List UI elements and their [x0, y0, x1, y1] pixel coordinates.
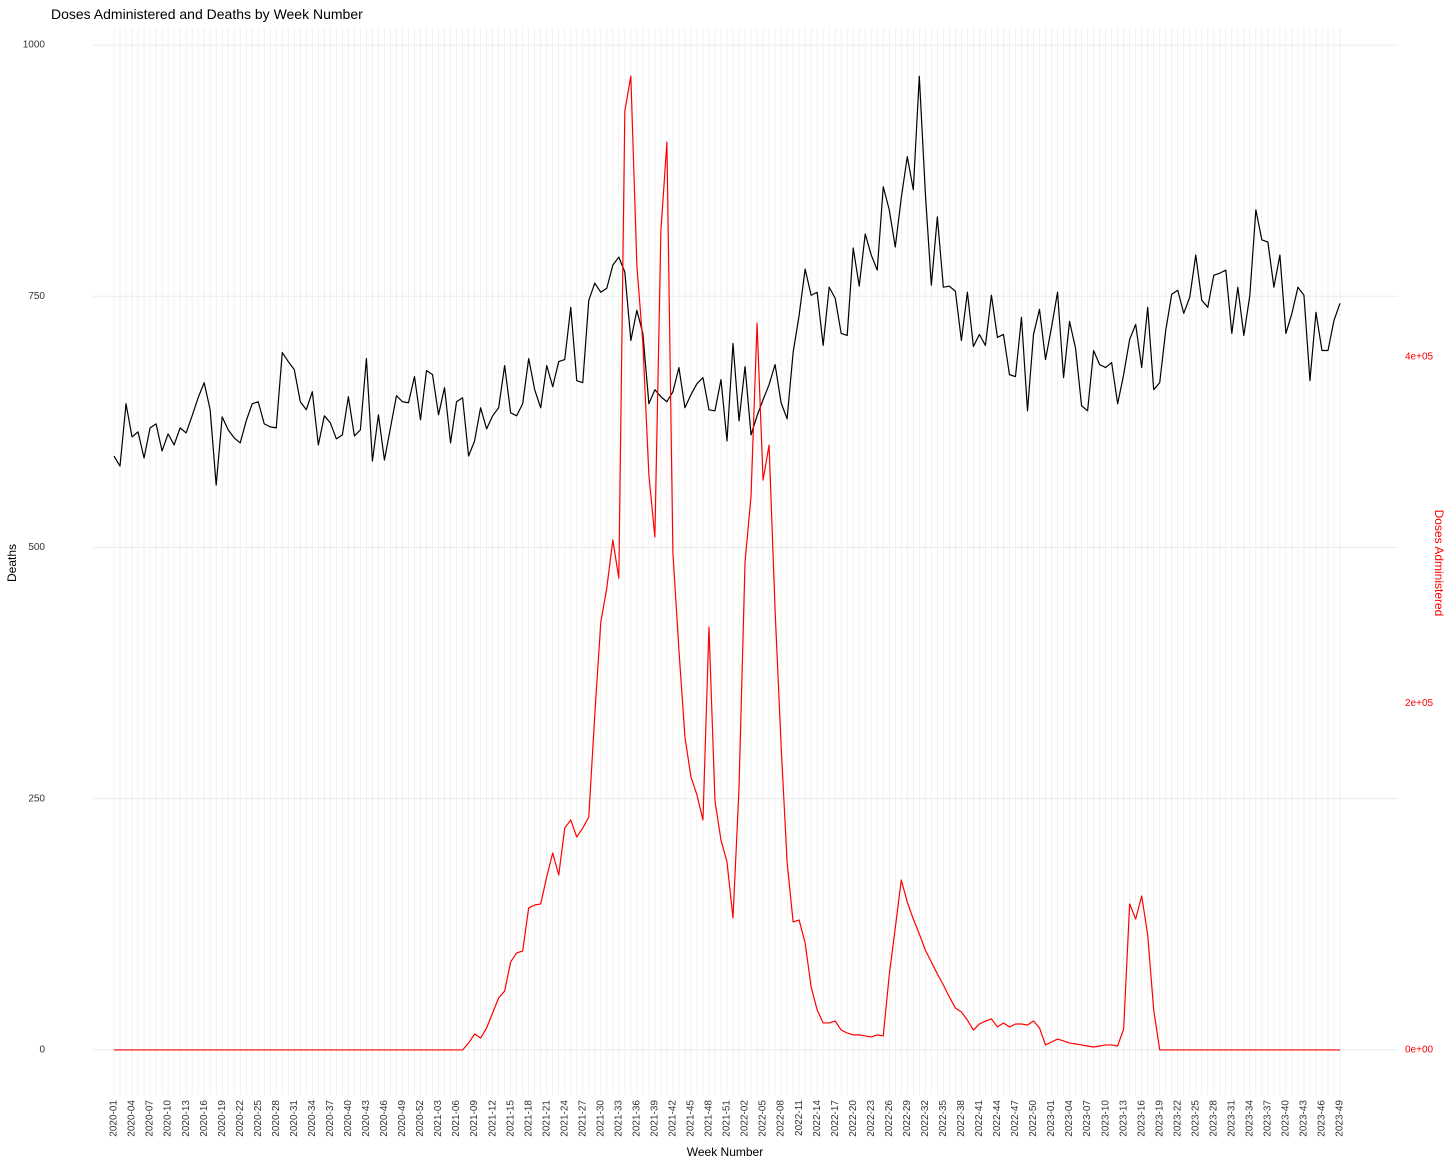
x-tick-label: 2021-09 — [469, 1100, 480, 1137]
x-tick-label: 2021-30 — [595, 1100, 606, 1137]
x-tick-label: 2022-17 — [830, 1100, 841, 1137]
x-tick-label: 2022-08 — [776, 1100, 787, 1137]
x-tick-label: 2021-39 — [650, 1100, 661, 1137]
y2-axis-title: Doses Administered — [1432, 510, 1446, 617]
x-tick-label: 2022-38 — [956, 1100, 967, 1137]
x-tick-label: 2023-40 — [1281, 1100, 1292, 1137]
x-tick-label: 2022-44 — [992, 1100, 1003, 1137]
x-tick-label: 2021-18 — [523, 1100, 534, 1137]
y2-tick-label: 4e+05 — [1405, 352, 1434, 363]
x-tick-label: 2022-20 — [848, 1100, 859, 1137]
x-tick-label: 2020-22 — [235, 1100, 246, 1137]
x-tick-label: 2020-04 — [127, 1100, 138, 1137]
x-tick-label: 2023-31 — [1226, 1100, 1237, 1137]
y-tick-label: 250 — [28, 793, 45, 804]
x-tick-label: 2023-25 — [1190, 1100, 1201, 1137]
y-axis-title: Deaths — [5, 544, 19, 582]
x-tick-label: 2022-05 — [758, 1100, 769, 1137]
x-tick-label: 2022-14 — [812, 1100, 823, 1137]
x-tick-label: 2023-43 — [1299, 1100, 1310, 1137]
x-tick-label: 2022-23 — [866, 1100, 877, 1137]
grid — [93, 28, 1398, 1095]
x-tick-label: 2023-46 — [1317, 1100, 1328, 1137]
x-tick-label: 2020-49 — [397, 1100, 408, 1137]
x-tick-label: 2022-47 — [1010, 1100, 1021, 1137]
series-line — [114, 75, 1340, 1051]
y-tick-label: 750 — [28, 291, 45, 302]
x-tick-label: 2020-07 — [145, 1100, 156, 1137]
marks — [113, 75, 1341, 1051]
x-tick-label: 2021-48 — [704, 1100, 715, 1137]
y-tick-label: 1000 — [23, 40, 46, 51]
x-tick-label: 2023-37 — [1263, 1100, 1274, 1137]
x-tick-label: 2021-36 — [631, 1100, 642, 1137]
x-tick-label: 2021-15 — [505, 1100, 516, 1137]
x-tick-label: 2020-31 — [289, 1100, 300, 1137]
x-tick-label: 2022-35 — [938, 1100, 949, 1137]
x-tick-label: 2023-07 — [1082, 1100, 1093, 1137]
x-tick-label: 2020-28 — [271, 1100, 282, 1137]
x-tick-label: 2022-02 — [740, 1100, 751, 1137]
x-tick-label: 2021-24 — [559, 1100, 570, 1137]
y-tick-label: 500 — [28, 542, 45, 553]
x-tick-label: 2023-01 — [1046, 1100, 1057, 1137]
x-tick-label: 2020-25 — [253, 1100, 264, 1137]
x-tick-label: 2023-49 — [1335, 1100, 1346, 1137]
x-tick-label: 2023-22 — [1172, 1100, 1183, 1137]
x-tick-label: 2023-10 — [1100, 1100, 1111, 1137]
x-tick-label: 2023-16 — [1136, 1100, 1147, 1137]
x-tick-label: 2020-37 — [325, 1100, 336, 1137]
x-tick-label: 2021-27 — [577, 1100, 588, 1137]
x-tick-label: 2022-41 — [974, 1100, 985, 1137]
x-tick-label: 2020-40 — [343, 1100, 354, 1137]
x-tick-label: 2023-13 — [1118, 1100, 1129, 1137]
x-tick-label: 2021-45 — [686, 1100, 697, 1137]
x-tick-label: 2020-19 — [217, 1100, 228, 1137]
y-tick-label: 0 — [39, 1044, 45, 1055]
x-tick-label: 2023-34 — [1244, 1100, 1255, 1137]
x-tick-label: 2022-29 — [902, 1100, 913, 1137]
x-tick-label: 2023-19 — [1154, 1100, 1165, 1137]
x-tick-label: 2021-21 — [541, 1100, 552, 1137]
x-tick-label: 2021-42 — [668, 1100, 679, 1137]
x-tick-label: 2022-26 — [884, 1100, 895, 1137]
x-tick-label: 2022-32 — [920, 1100, 931, 1137]
series-line — [113, 75, 1341, 486]
x-tick-label: 2020-16 — [199, 1100, 210, 1137]
y2-tick-label: 2e+05 — [1405, 698, 1434, 709]
x-tick-label: 2021-12 — [487, 1100, 498, 1137]
x-tick-label: 2020-43 — [361, 1100, 372, 1137]
x-axis-title: Week Number — [687, 1145, 763, 1159]
x-tick-label: 2021-33 — [613, 1100, 624, 1137]
x-tick-label: 2020-52 — [415, 1100, 426, 1137]
x-tick-label: 2023-04 — [1064, 1100, 1075, 1137]
x-tick-label: 2022-50 — [1028, 1100, 1039, 1137]
x-tick-label: 2020-13 — [181, 1100, 192, 1137]
x-tick-label: 2022-11 — [794, 1100, 805, 1136]
x-tick-label: 2020-01 — [109, 1100, 120, 1137]
y2-tick-label: 0e+00 — [1405, 1045, 1434, 1056]
chart-title: Doses Administered and Deaths by Week Nu… — [51, 6, 363, 22]
x-tick-label: 2021-51 — [722, 1100, 733, 1137]
x-tick-label: 2020-10 — [163, 1100, 174, 1137]
x-tick-label: 2021-03 — [433, 1100, 444, 1137]
x-tick-label: 2020-34 — [307, 1100, 318, 1137]
x-tick-label: 2020-46 — [379, 1100, 390, 1137]
x-tick-label: 2023-28 — [1208, 1100, 1219, 1137]
x-tick-label: 2021-06 — [451, 1100, 462, 1137]
